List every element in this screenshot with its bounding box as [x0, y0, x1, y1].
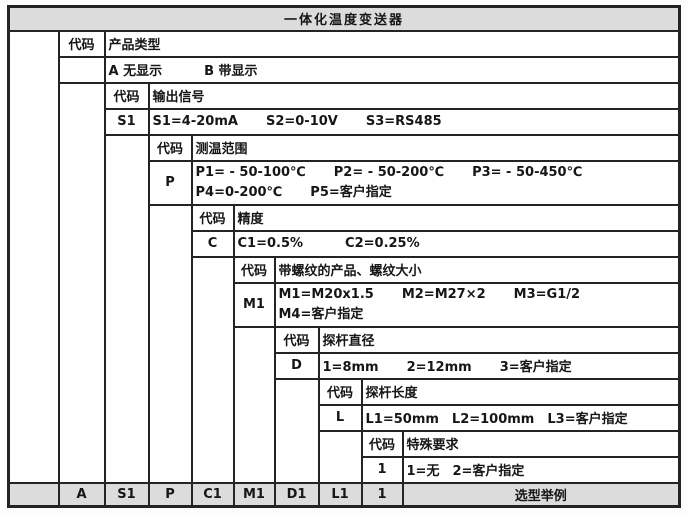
option-text: M3=G1/2: [513, 286, 581, 302]
level-7-code-cell: 1: [360, 455, 404, 484]
level-7-options-cell: 1=无 2=客户指定: [401, 455, 681, 484]
example-code-cell: A: [57, 481, 106, 508]
option-text: C2=0.25%: [345, 236, 420, 251]
options-line: P4=0-200℃ P5=客户指定: [196, 183, 676, 203]
level-3-code-cell: C: [190, 229, 235, 258]
option-text: P4=0-200℃: [195, 184, 283, 200]
options-line: M1=M20x1.5 M2=M27×2 M3=G1/2: [279, 285, 676, 305]
option-text: 2=12mm: [406, 360, 472, 375]
option-text: P2= - 50-200℃: [333, 164, 445, 180]
level-1-options-cell: S1=4-20mA S2=0-10V S3=RS485: [147, 107, 681, 136]
option-text: L1=50mm: [365, 412, 439, 427]
option-text: P3= - 50-450℃: [472, 164, 583, 180]
code-header-cell: 代码: [317, 377, 363, 406]
spacer-col-6: [273, 377, 320, 484]
example-code-cell: S1: [103, 481, 150, 508]
code-header-cell: 代码: [57, 29, 106, 58]
level-2-options-cell: P1= - 50-100℃ P2= - 50-200℃ P3= - 50-450℃ …: [190, 159, 681, 206]
level-3-label-cell: 精度: [232, 203, 681, 232]
level-4-code-cell: M1: [232, 281, 276, 328]
spacer-col-2: [103, 133, 150, 484]
example-code-cell: L1: [317, 481, 363, 508]
level-0-code-cell: [57, 55, 106, 84]
code-header-cell: 代码: [190, 203, 235, 232]
code-header-cell: 代码: [232, 255, 276, 284]
footer-spacer-cell: [7, 481, 60, 508]
option-text: S2=0-10V: [265, 114, 338, 129]
spacer-col-5: [232, 325, 276, 484]
option-text: 1=8mm: [322, 360, 379, 375]
options-line: P1= - 50-100℃ P2= - 50-200℃ P3= - 50-450℃: [196, 163, 676, 183]
spacer-col-7: [317, 429, 363, 484]
level-6-label-cell: 探杆长度: [360, 377, 681, 406]
product-selection-table: 一体化温度变送器 代码 产品类型 A 无显示 B 带显示 代码 输出信号 S1 S…: [7, 5, 682, 508]
level-3-options-cell: C1=0.5% C2=0.25%: [232, 229, 681, 258]
level-4-options-cell: M1=M20x1.5 M2=M27×2 M3=G1/2 M4=客户指定: [273, 281, 681, 328]
option-text: 2=客户指定: [452, 464, 525, 479]
level-5-code-cell: D: [273, 351, 320, 380]
option-text: 1=无: [406, 464, 440, 479]
level-0-label-cell: 产品类型: [103, 29, 681, 58]
level-7-label-cell: 特殊要求: [401, 429, 681, 458]
level-1-label-cell: 输出信号: [147, 81, 681, 110]
example-code-cell: P: [147, 481, 193, 508]
spacer-col-0: [7, 29, 60, 484]
code-header-cell: 代码: [273, 325, 320, 354]
table-title: 一体化温度变送器: [7, 5, 681, 32]
options-line: M4=客户指定: [279, 305, 676, 325]
example-code-cell: M1: [232, 481, 276, 508]
level-0-options-cell: A 无显示 B 带显示: [103, 55, 681, 84]
code-header-cell: 代码: [147, 133, 193, 162]
option-text: L3=客户指定: [547, 412, 628, 427]
option-text: M1=M20x1.5: [278, 286, 374, 302]
option-text: P1= - 50-100℃: [195, 164, 306, 180]
example-code-cell: D1: [273, 481, 320, 508]
spacer-col-4: [190, 255, 235, 484]
level-2-label-cell: 测温范围: [190, 133, 681, 162]
option-text: 3=客户指定: [499, 360, 572, 375]
option-text: M2=M27×2: [401, 286, 486, 302]
level-6-options-cell: L1=50mm L2=100mm L3=客户指定: [360, 403, 681, 432]
spacer-col-3: [147, 203, 193, 484]
option-text: C1=0.5%: [237, 236, 304, 251]
option-text: A 无显示: [108, 64, 163, 79]
option-text: M4=客户指定: [278, 306, 364, 322]
level-4-label-cell: 带螺纹的产品、螺纹大小: [273, 255, 681, 284]
example-code-cell: 1: [360, 481, 404, 508]
level-2-code-cell: P: [147, 159, 193, 206]
option-text: S1=4-20mA: [152, 114, 238, 129]
option-text: L2=100mm: [451, 412, 535, 427]
level-1-code-cell: S1: [103, 107, 150, 136]
example-label-cell: 选型举例: [401, 481, 681, 508]
example-code-cell: C1: [190, 481, 235, 508]
level-5-label-cell: 探杆直径: [317, 325, 681, 354]
option-text: P5=客户指定: [310, 184, 392, 200]
level-6-code-cell: L: [317, 403, 363, 432]
code-header-cell: 代码: [103, 81, 150, 110]
option-text: B 带显示: [204, 64, 258, 79]
level-5-options-cell: 1=8mm 2=12mm 3=客户指定: [317, 351, 681, 380]
code-header-cell: 代码: [360, 429, 404, 458]
spacer-col-1: [57, 81, 106, 484]
option-text: S3=RS485: [365, 114, 442, 129]
